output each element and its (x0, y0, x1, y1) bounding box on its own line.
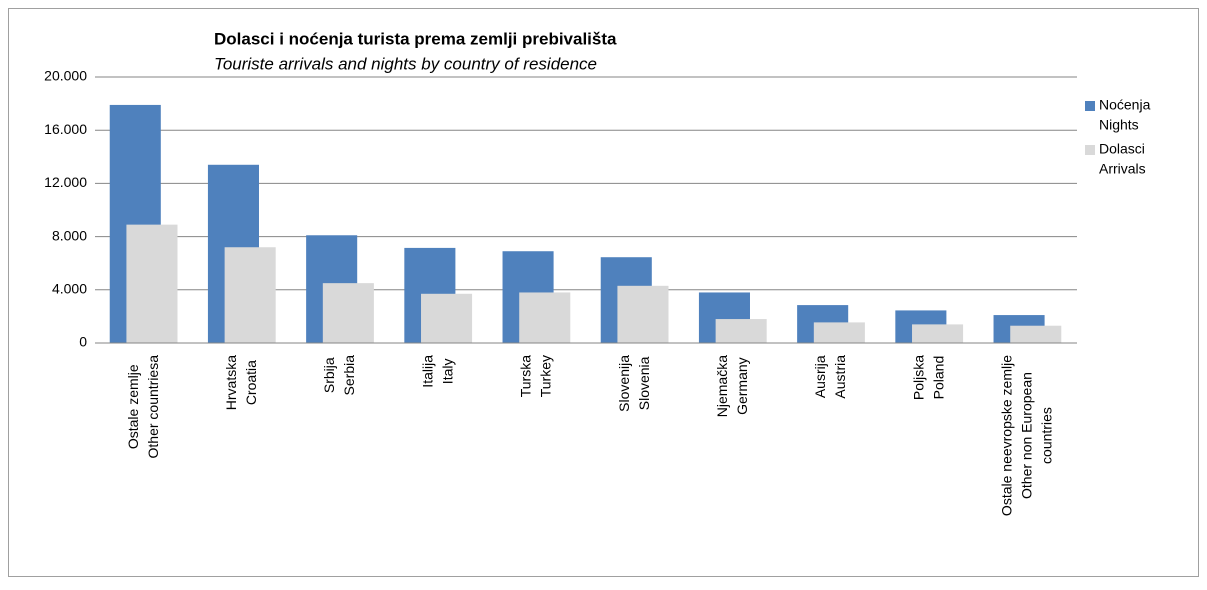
x-tick-label: Ostale neevropske zemlje (999, 355, 1015, 516)
bar (813, 322, 865, 343)
y-tick-label: 0 (79, 334, 87, 350)
x-tick-label: Turkey (538, 355, 554, 397)
bar (715, 319, 767, 343)
y-tick-label: 12.000 (44, 174, 87, 190)
x-tick-label: Poljska (910, 355, 926, 400)
bar (322, 283, 374, 343)
x-tick-label: Other countriesa (145, 355, 161, 459)
y-tick-label: 16.000 (44, 121, 87, 137)
y-tick-label: 20.000 (44, 68, 87, 84)
bar (519, 292, 571, 343)
x-tick-label: Hrvatska (223, 355, 239, 410)
x-tick-label: Srbija (321, 357, 337, 393)
x-tick-label: Turska (518, 355, 534, 397)
legend-label: Arrivals (1099, 161, 1146, 177)
x-tick-label: Poland (930, 356, 946, 400)
chart-title: Dolasci i noćenja turista prema zemlji p… (214, 29, 617, 48)
legend-label: Nights (1099, 117, 1139, 133)
legend-swatch (1085, 101, 1095, 111)
x-tick-label: Italija (419, 355, 435, 388)
x-tick-label: Slovenija (616, 355, 632, 412)
x-tick-label: Germany (734, 357, 750, 415)
bar (224, 247, 276, 343)
bar (1010, 325, 1062, 343)
x-tick-label: countries (1039, 407, 1055, 464)
bar (617, 285, 669, 343)
x-tick-label: Slovenia (636, 356, 652, 410)
bar (912, 324, 964, 343)
legend-label: Noćenja (1099, 97, 1151, 113)
x-tick-label: Njemačka (714, 355, 730, 417)
x-tick-label: Ostale zemlje (125, 364, 141, 449)
x-tick-label: Austria (832, 355, 848, 399)
x-tick-label: Other non European (1019, 372, 1035, 499)
x-tick-label: Serbia (341, 355, 357, 396)
chart-subtitle: Touriste arrivals and nights by country … (214, 54, 597, 73)
x-tick-label: Italy (439, 359, 455, 385)
y-tick-label: 8.000 (52, 227, 87, 243)
x-tick-label: Croatia (243, 360, 259, 405)
legend-swatch (1085, 145, 1095, 155)
bar (126, 224, 178, 343)
x-tick-label: Ausrija (812, 355, 828, 398)
legend-label: Dolasci (1099, 141, 1145, 157)
bar (421, 293, 473, 343)
y-tick-label: 4.000 (52, 281, 87, 297)
